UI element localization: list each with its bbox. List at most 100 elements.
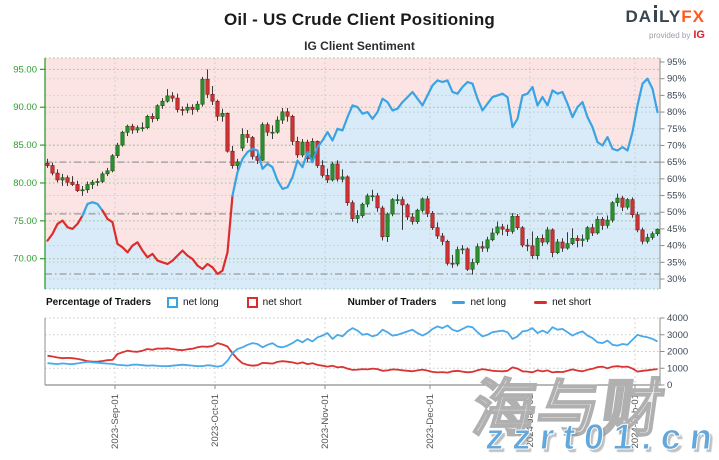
candle (625, 198, 630, 210)
legend-group-label: Number of Traders (347, 297, 437, 308)
legend-item-net-long: net long (452, 297, 506, 308)
candle (320, 160, 325, 178)
candle (395, 194, 400, 205)
candle (130, 123, 135, 134)
dailyfx-logo: DA LYFX provided by IG (626, 5, 705, 41)
candle (630, 197, 635, 218)
candle (100, 171, 105, 183)
candle (600, 217, 605, 230)
candle (205, 69, 210, 99)
pct-axis-label: 85% (667, 90, 687, 101)
legend-item-net-long: net long (167, 297, 219, 308)
candle (345, 175, 350, 206)
candle (560, 238, 565, 252)
candle (145, 114, 150, 130)
dailyfx-logo-text: DA LYFX (626, 5, 705, 27)
candle (350, 200, 355, 222)
candle (240, 128, 245, 152)
count-axis-label: 3000 (667, 330, 688, 341)
date-label: 2023-Sep-01 (110, 394, 121, 449)
candle (445, 239, 450, 266)
price-axis-label: 90.00 (13, 102, 37, 113)
candle (570, 228, 575, 246)
candle (220, 108, 225, 122)
legend-group: Number of Traders net long net short (348, 297, 619, 308)
candle (165, 89, 170, 103)
logo-fx: FX (681, 7, 705, 26)
price-axis: 95.00 90.00 85.00 80.00 75.00 70.00 (13, 58, 46, 289)
pct-axis-label: 35% (667, 257, 687, 268)
candle (190, 104, 195, 115)
legend-swatch-square (246, 297, 258, 308)
provided-by-label: provided by (649, 30, 691, 40)
pct-axis-label: 90% (667, 74, 687, 85)
candle (335, 160, 340, 182)
pct-axis-label: 75% (667, 124, 687, 135)
candle (360, 202, 365, 218)
candle (195, 101, 200, 112)
candle (230, 145, 235, 169)
candle (455, 246, 460, 267)
candle (470, 258, 475, 275)
candle (180, 106, 185, 116)
candle (430, 210, 435, 230)
candle (465, 247, 470, 271)
legend-swatch-square (167, 297, 179, 308)
candle (585, 226, 590, 243)
chart-subtitle: IG Client Sentiment (304, 39, 415, 53)
candle (85, 181, 90, 193)
candle (490, 228, 495, 242)
candle (55, 169, 60, 183)
pct-axis-label: 30% (667, 274, 687, 285)
candle (105, 167, 110, 177)
candle (385, 212, 390, 243)
candle (155, 104, 160, 121)
candle (160, 98, 165, 109)
candlesticks (45, 69, 660, 275)
candle (500, 223, 505, 236)
candle (510, 213, 515, 234)
page-title: Oil - US Crude Client Positioning (223, 10, 496, 29)
candle (440, 232, 445, 246)
candle (80, 185, 85, 196)
candle (645, 233, 650, 244)
candle (595, 216, 600, 235)
candle (370, 189, 375, 202)
candle (610, 201, 615, 223)
chart-legend: Percentage of Traders net long net short Nu… (46, 297, 666, 308)
candle (90, 179, 95, 190)
candle (330, 161, 335, 182)
legend-item-label: net short (552, 297, 591, 308)
provided-by: provided by IG (626, 29, 705, 41)
candle (265, 122, 270, 137)
pct-axis: 95% 90% 85% 80% 75% 70% 65% 60% 55% 50% 45% 40% 35% 3… (659, 57, 687, 289)
candle (215, 99, 220, 121)
candle (280, 107, 285, 124)
candle (225, 112, 230, 153)
candle (620, 195, 625, 211)
candle (245, 129, 250, 143)
legend-item-net-short: net short (534, 297, 591, 308)
candle (590, 223, 595, 236)
candle (325, 168, 330, 183)
net-long-count-line (47, 324, 658, 368)
candle (415, 208, 420, 224)
price-axis-label: 75.00 (13, 216, 37, 227)
count-axis-label: 1000 (667, 363, 688, 374)
price-axis-label: 80.00 (13, 178, 37, 189)
pct-axis-label: 70% (667, 140, 687, 151)
candle (380, 205, 385, 241)
candle (340, 169, 345, 183)
date-label: 2024-Feb-01 (630, 394, 641, 448)
legend-swatch-dash (452, 301, 466, 304)
candle (410, 213, 415, 225)
candle (70, 176, 75, 186)
candle (605, 215, 610, 229)
candle (615, 193, 620, 207)
candle (95, 178, 100, 186)
candle (65, 175, 70, 186)
candle (375, 192, 380, 212)
pct-axis-label: 45% (667, 224, 687, 235)
candle (185, 103, 190, 114)
